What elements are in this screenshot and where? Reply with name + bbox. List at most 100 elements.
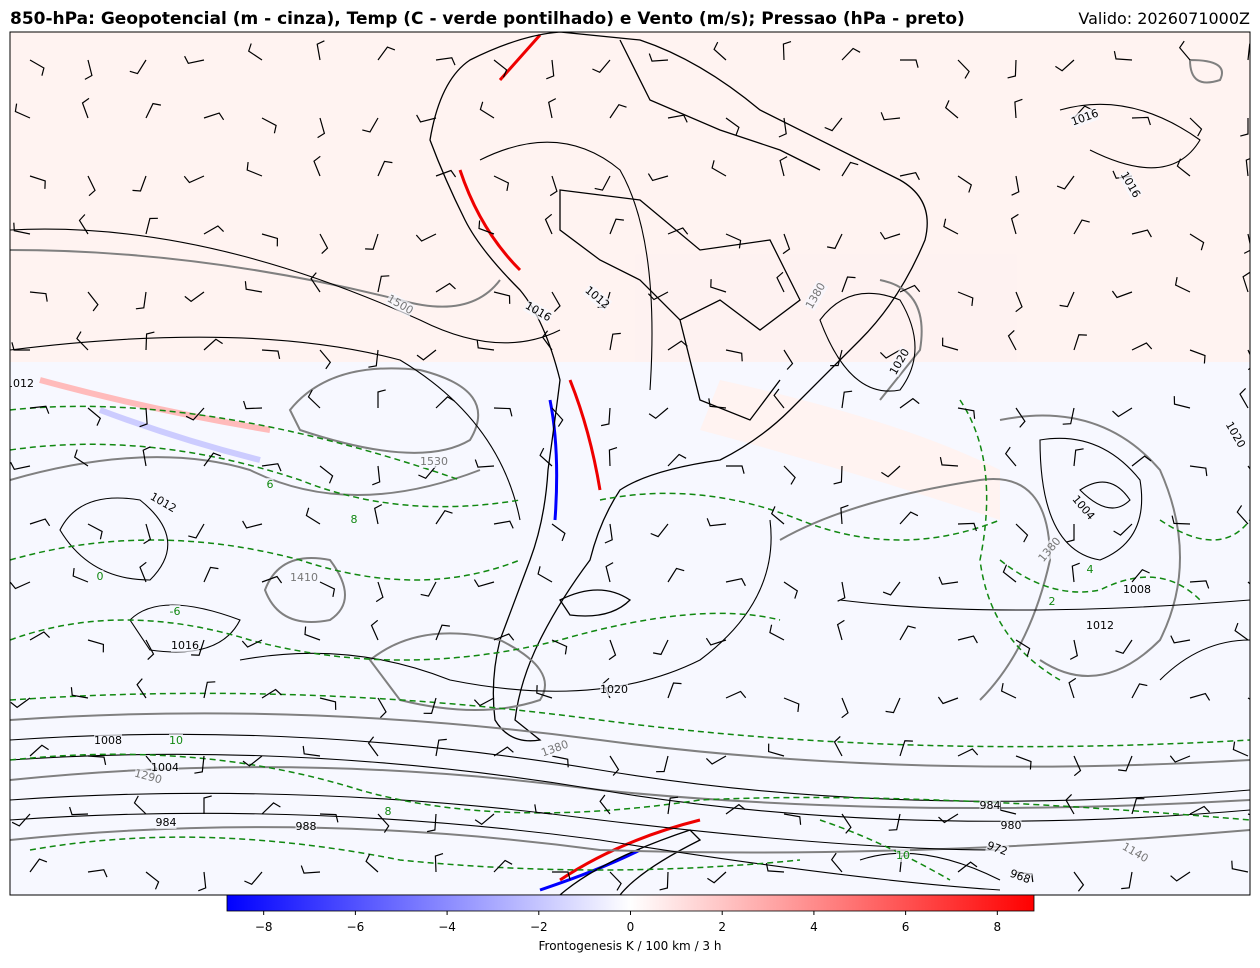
label-background: [266, 478, 274, 491]
wind-barb: [1007, 59, 1017, 79]
wind-barb: [941, 337, 959, 351]
wind-barb: [957, 291, 974, 306]
label-background: [1119, 839, 1151, 866]
wind-barb: [957, 407, 976, 419]
wind-barb: [29, 175, 46, 189]
wind-barb: [11, 342, 30, 351]
wind-barb: [1242, 271, 1250, 293]
wind-barb: [708, 398, 727, 409]
contour-label: 8: [385, 805, 392, 818]
wind-barb: [87, 869, 108, 878]
wind-barb: [551, 291, 561, 313]
title: 850-hPa: Geopotencial (m - cinza), Temp …: [10, 9, 965, 29]
wind-barb: [1118, 755, 1133, 772]
contour-label: -6: [170, 605, 181, 618]
wind-barb: [310, 272, 321, 293]
wind-barb: [899, 397, 920, 409]
wind-barb: [145, 217, 158, 235]
wind-barb: [705, 637, 727, 646]
wind-barb: [833, 735, 843, 757]
wind-barb: [478, 220, 495, 235]
wind-barb: [365, 853, 379, 873]
wind-barb: [317, 117, 326, 139]
wind-barb: [939, 456, 959, 467]
wind-barb: [87, 523, 103, 540]
wind-barb: [725, 578, 746, 587]
label-background: [420, 455, 448, 468]
wind-barb: [549, 175, 558, 197]
wind-barb: [1189, 349, 1206, 364]
wind-barb: [435, 282, 456, 293]
wind-barb: [770, 506, 785, 525]
wind-barb: [370, 619, 379, 641]
contour-label: 1410: [290, 571, 318, 584]
contour-label: 2: [1049, 595, 1056, 608]
wind-barb: [778, 117, 787, 138]
wind-barb: [608, 639, 617, 661]
colorbar: [226, 894, 1035, 912]
label-background: [802, 280, 829, 312]
colorbar-tick-label: 8: [993, 920, 1001, 934]
colorbar-tick-label: 6: [902, 920, 910, 934]
frontogenesis-shading: [10, 32, 1250, 520]
wind-barb: [726, 465, 745, 474]
wind-barb: [957, 175, 973, 193]
wind-barb: [1173, 396, 1191, 409]
wind-barb: [304, 626, 321, 641]
wind-barb: [132, 175, 147, 192]
wind-barb: [1169, 755, 1191, 763]
wind-barb: [534, 804, 553, 815]
wind-barb: [377, 389, 386, 408]
wind-barb: [1189, 233, 1205, 251]
wind-barb: [957, 522, 977, 532]
label-background: [1123, 583, 1151, 596]
wind-barb: [136, 678, 147, 699]
wind-barb: [1073, 219, 1090, 235]
wind-barb: [1112, 407, 1133, 418]
label-background: [384, 805, 392, 818]
label-background: [151, 761, 179, 774]
wind-barb: [493, 633, 515, 641]
contour-label: 1020: [600, 683, 628, 696]
wind-barb: [493, 746, 514, 757]
wind-barb: [783, 581, 799, 599]
wind-barb: [87, 291, 99, 312]
wind-barb: [377, 46, 396, 61]
wind-barb: [783, 349, 794, 370]
wind-barb: [1004, 446, 1017, 467]
wind-barb: [435, 624, 450, 641]
wind-barb: [957, 861, 978, 873]
label-background: [979, 799, 1001, 812]
wind-barb: [11, 813, 31, 827]
wind-barb: [493, 407, 513, 417]
wind-barb: [594, 175, 611, 191]
wind-barb: [377, 275, 390, 293]
wind-barb: [957, 635, 978, 644]
label-background: [539, 737, 571, 760]
wind-barb: [1131, 229, 1152, 238]
wind-barb: [1178, 40, 1191, 61]
wind-barb: [29, 518, 51, 527]
wind-barb: [261, 688, 282, 699]
wind-barb: [305, 507, 321, 525]
wind-barb: [493, 859, 513, 873]
wind-barb: [841, 47, 861, 61]
wind-barb: [710, 279, 727, 293]
wind-barb: [879, 231, 901, 240]
contour-label: 1008: [94, 734, 122, 747]
label-background: [169, 734, 183, 747]
wind-barb: [70, 687, 89, 699]
wind-barb: [81, 97, 90, 119]
wind-barb: [541, 330, 553, 351]
wind-barb: [13, 222, 31, 235]
colorbar-tick-label: 4: [810, 920, 818, 934]
wind-barb: [1062, 407, 1075, 425]
wind-barb: [544, 213, 553, 235]
geopotential-contours: [10, 58, 1250, 854]
wind-barb: [782, 233, 791, 255]
wind-barb: [841, 390, 853, 409]
wind-barb: [423, 697, 437, 715]
wind-barb: [194, 755, 205, 774]
wind-barb: [667, 227, 689, 235]
wind-barb: [1073, 871, 1085, 892]
